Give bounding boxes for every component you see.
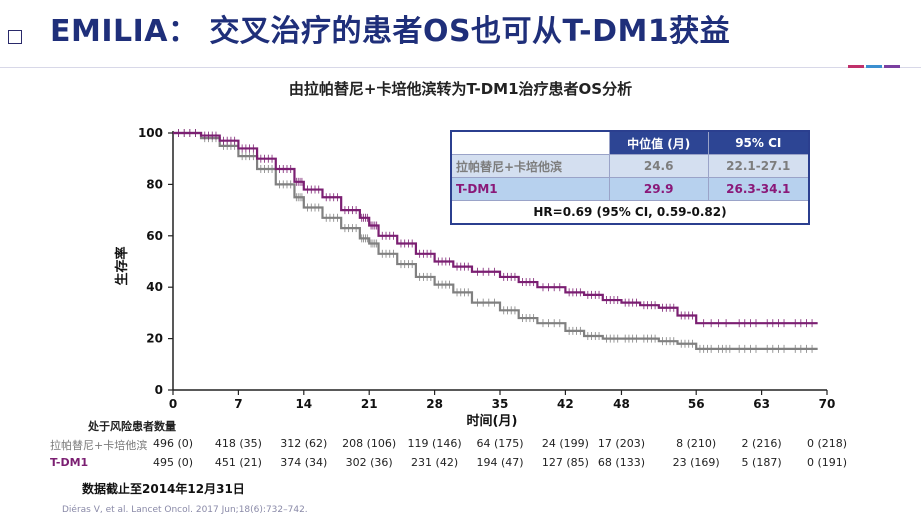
tdm1-ci: 26.3-34.1: [707, 177, 810, 201]
x-tick-label: 21: [361, 397, 378, 411]
risk-cell: 302 (36): [345, 456, 393, 469]
y-tick-label: 40: [146, 280, 163, 294]
risk-cell: 127 (85): [541, 456, 589, 469]
km-curve: [173, 131, 818, 350]
risk-cell: 194 (47): [476, 456, 524, 469]
x-tick-label: 7: [234, 397, 242, 411]
chart-axes: 0 20 40 60 80 100 0 7 14 21 28 35 42 48 56 63 70: [138, 126, 835, 411]
x-tick-label: 0: [169, 397, 177, 411]
chart-subtitle: 由拉帕替尼+卡培他滨转为T-DM1治疗患者OS分析: [288, 80, 633, 98]
title-divider: [0, 67, 921, 68]
ci-header: 95% CI: [707, 130, 810, 155]
risk-cell: 119 (146): [407, 437, 462, 450]
risk-cell: 0 (218): [806, 437, 848, 450]
x-tick-label: 42: [557, 397, 574, 411]
risk-cell: 418 (35): [214, 437, 262, 450]
censor-marks: [178, 129, 813, 328]
accent-bar-2: [866, 65, 882, 68]
control-ci: 22.1-27.1: [707, 154, 810, 178]
tdm1-median: 29.9: [608, 177, 709, 201]
risk-cell: 64 (175): [476, 437, 524, 450]
risk-cell: 24 (199): [541, 437, 589, 450]
page-title: EMILIA： 交叉治疗的患者OS也可从T-DM1获益: [50, 14, 731, 49]
chart-curves: [173, 129, 818, 353]
km-curve: [173, 131, 818, 325]
risk-cell: 495 (0): [152, 456, 194, 469]
risk-cell: 17 (203): [597, 437, 645, 450]
control-name: 拉帕替尼+卡培他滨: [450, 154, 610, 178]
control-median: 24.6: [608, 154, 709, 178]
y-tick-label: 20: [146, 332, 163, 346]
risk-cell: 2 (216): [741, 437, 782, 450]
median-os-table: 中位值 (月) 95% CI 拉帕替尼+卡培他滨 24.6 22.1-27.1 …: [450, 130, 810, 225]
x-tick-label: 28: [426, 397, 443, 411]
risk-label-control: 拉帕替尼+卡培他滨: [50, 439, 148, 452]
risk-cell: 0 (191): [806, 456, 848, 469]
y-tick-label: 100: [138, 126, 163, 140]
risk-cell: 231 (42): [411, 456, 459, 469]
x-tick-label: 56: [688, 397, 705, 411]
control-row: 拉帕替尼+卡培他滨 24.6 22.1-27.1: [450, 154, 810, 178]
x-tick-label: 70: [819, 397, 836, 411]
y-tick-label: 60: [146, 229, 163, 243]
risk-table-title: 处于风险患者数量: [88, 420, 176, 433]
risk-cell: 5 (187): [741, 456, 782, 469]
y-tick-label: 0: [155, 383, 163, 397]
censor-marks: [178, 129, 813, 353]
risk-cell: 451 (21): [214, 456, 262, 469]
risk-label-tdm1: T-DM1: [50, 456, 89, 469]
x-axis-label: 时间(月): [467, 413, 518, 429]
hazard-ratio: HR=0.69 (95% CI, 0.59-0.82): [450, 200, 810, 225]
header-blank-cell: [450, 130, 610, 155]
x-tick-label: 14: [295, 397, 312, 411]
accent-bar-1: [848, 65, 864, 68]
tdm1-row: T-DM1 29.9 26.3-34.1: [450, 177, 810, 201]
risk-cell: 68 (133): [597, 456, 645, 469]
risk-cell: 312 (62): [280, 437, 328, 450]
data-cutoff-note: 数据截止至2014年12月31日: [82, 482, 245, 496]
risk-cell: 208 (106): [342, 437, 397, 450]
risk-cell: 496 (0): [152, 437, 194, 450]
y-axis-label: 生存率: [114, 246, 130, 285]
y-tick-label: 80: [146, 177, 163, 191]
x-tick-label: 35: [492, 397, 509, 411]
accent-bar-3: [884, 65, 900, 68]
tdm1-name: T-DM1: [450, 177, 610, 201]
risk-cell: 374 (34): [280, 456, 328, 469]
median-header: 中位值 (月): [608, 130, 709, 155]
risk-cell: 23 (169): [672, 456, 720, 469]
risk-cell: 8 (210): [676, 437, 717, 450]
reference-citation: Diéras V, et al. Lancet Oncol. 2017 Jun;…: [62, 505, 308, 515]
x-tick-label: 63: [753, 397, 770, 411]
slide-bullet: [8, 30, 22, 44]
x-tick-label: 48: [613, 397, 630, 411]
